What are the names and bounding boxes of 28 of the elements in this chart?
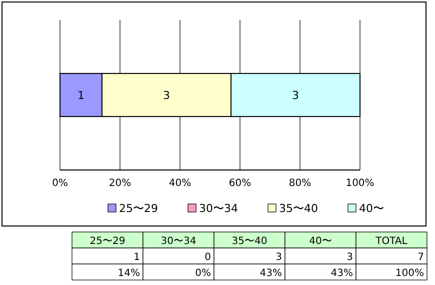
legend-label: 30〜34 <box>199 202 238 215</box>
data-label: 100% <box>395 268 424 279</box>
category-label: 40〜 <box>309 236 332 247</box>
legend-label: 35〜40 <box>279 202 318 215</box>
x-tick-label: 0% <box>52 178 68 189</box>
data-label: 1 <box>134 252 140 263</box>
data-label: 43% <box>330 268 353 279</box>
annotation: 1 <box>78 89 84 102</box>
x-tick-label: 20% <box>108 178 132 189</box>
data-label: 3 <box>276 252 282 263</box>
x-tick-label: 60% <box>228 178 252 189</box>
data-label: 14% <box>118 268 140 279</box>
x-tick-label: 80% <box>288 178 312 189</box>
data-label: 3 <box>346 252 353 263</box>
annotation: 3 <box>292 89 299 102</box>
data-label: 43% <box>260 268 282 279</box>
x-tick-label: 100% <box>346 178 374 189</box>
category-label: TOTAL <box>374 236 408 247</box>
data-label: 0% <box>195 268 211 279</box>
category-label: 25〜29 <box>90 236 126 247</box>
legend-label: 25〜29 <box>119 202 158 215</box>
category-label: 30〜34 <box>160 236 196 247</box>
category-label: 35〜40 <box>232 236 268 247</box>
legend-label: 40〜 <box>359 202 384 215</box>
data-label: 7 <box>418 252 424 263</box>
x-tick-label: 40% <box>168 178 192 189</box>
data-label: 0 <box>204 252 211 263</box>
annotation: 3 <box>163 89 170 102</box>
